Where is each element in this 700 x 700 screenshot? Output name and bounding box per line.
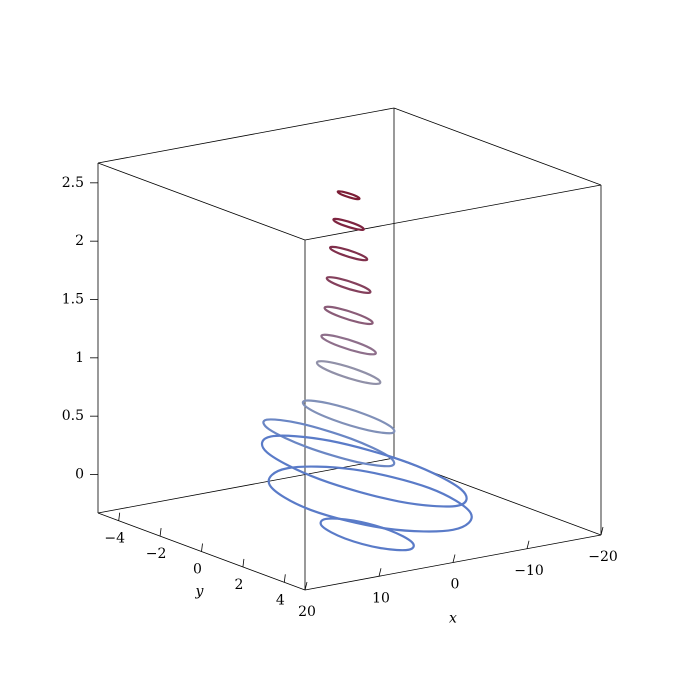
x-tick bbox=[304, 581, 308, 591]
z-tick-label: 2 bbox=[75, 233, 84, 249]
box-edge bbox=[304, 184, 602, 241]
y-tick bbox=[159, 528, 162, 537]
space-curve bbox=[262, 418, 396, 468]
x-tick bbox=[526, 540, 530, 549]
space-curve bbox=[325, 276, 372, 294]
z-tick-label: 1.5 bbox=[62, 292, 84, 308]
space-curve bbox=[336, 190, 361, 201]
y-tick-label: −4 bbox=[104, 531, 125, 547]
x-tick bbox=[600, 526, 604, 536]
x-tick-label: 10 bbox=[372, 590, 390, 606]
space-curve bbox=[319, 517, 415, 552]
z-tick-label: 0.5 bbox=[62, 408, 84, 424]
y-tick bbox=[242, 558, 245, 567]
y-tick-label: 2 bbox=[234, 577, 243, 593]
box-edge bbox=[393, 107, 602, 186]
x-tick-label: −10 bbox=[514, 563, 544, 579]
x-tick-label: −20 bbox=[588, 549, 618, 565]
x-tick bbox=[452, 554, 456, 563]
z-tick-label: 0 bbox=[75, 467, 84, 483]
y-axis-label: y bbox=[195, 584, 205, 600]
box-edge bbox=[97, 107, 395, 164]
space-curve bbox=[301, 399, 396, 435]
space-curve bbox=[320, 333, 377, 356]
space-curve bbox=[315, 360, 382, 385]
z-tick-label: 2.5 bbox=[62, 175, 84, 191]
z-tick-label: 1 bbox=[75, 350, 84, 366]
y-tick bbox=[283, 574, 286, 583]
x-axis-label: x bbox=[449, 611, 457, 627]
space-curve bbox=[267, 465, 473, 533]
y-tick-label: 0 bbox=[193, 562, 202, 578]
y-tick-label: −2 bbox=[146, 546, 167, 562]
y-tick-label: 4 bbox=[276, 592, 285, 608]
space-curve bbox=[329, 245, 369, 262]
x-tick bbox=[378, 568, 382, 577]
x-tick-label: 0 bbox=[451, 577, 460, 593]
box-edge bbox=[97, 457, 395, 514]
x-tick-label: 20 bbox=[298, 604, 316, 620]
space-curve bbox=[332, 217, 365, 231]
y-tick bbox=[201, 543, 203, 552]
space-curve bbox=[260, 434, 468, 508]
space-curve bbox=[323, 305, 374, 326]
y-tick bbox=[118, 512, 121, 521]
box-edge bbox=[97, 162, 306, 241]
